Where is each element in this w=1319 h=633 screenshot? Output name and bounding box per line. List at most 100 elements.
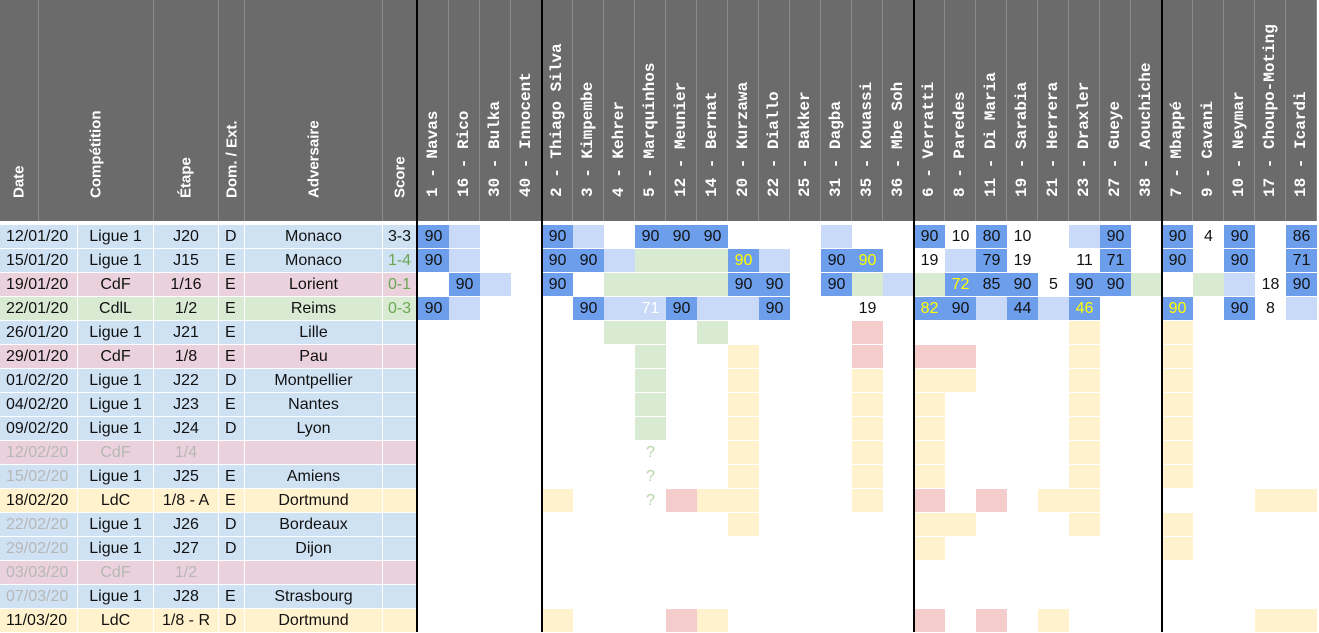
match-stage[interactable]: J22	[154, 369, 219, 393]
match-home-away[interactable]: E	[219, 273, 245, 297]
availability-cell[interactable]	[728, 297, 759, 320]
match-competition[interactable]: Ligue 1	[78, 369, 154, 393]
header-player[interactable]: 3 - Kimpembe	[573, 0, 604, 221]
minutes-cell[interactable]: ?	[646, 467, 655, 485]
availability-cell[interactable]	[635, 273, 666, 296]
header-player[interactable]: 35 - Kouassi	[852, 0, 883, 221]
match-date[interactable]: 03/03/20	[0, 561, 78, 585]
availability-cell[interactable]	[1193, 273, 1224, 296]
match-opponent[interactable]: Nantes	[245, 393, 383, 417]
match-date[interactable]: 01/02/20	[0, 369, 78, 393]
availability-cell[interactable]	[728, 345, 759, 368]
minutes-cell[interactable]: 90	[542, 225, 573, 248]
availability-cell[interactable]	[573, 225, 604, 248]
availability-cell[interactable]	[1224, 273, 1255, 296]
match-competition[interactable]: Ligue 1	[78, 249, 154, 273]
match-competition[interactable]: Ligue 1	[78, 585, 154, 609]
match-competition[interactable]: Ligue 1	[78, 537, 154, 561]
match-score[interactable]	[383, 609, 417, 633]
minutes-cell[interactable]: 90	[666, 297, 697, 320]
header-player[interactable]: 17 - Choupo-Moting	[1255, 0, 1286, 221]
minutes-cell[interactable]: 90	[759, 297, 790, 320]
minutes-cell[interactable]: 90	[1162, 249, 1193, 272]
availability-cell[interactable]	[1286, 489, 1317, 512]
minutes-cell[interactable]: 90	[418, 225, 449, 248]
match-home-away[interactable]: E	[219, 297, 245, 321]
availability-cell[interactable]	[852, 441, 883, 464]
header-player[interactable]: 1 - Navas	[418, 0, 449, 221]
match-home-away[interactable]: D	[219, 369, 245, 393]
availability-cell[interactable]	[635, 417, 666, 440]
minutes-cell[interactable]: 18	[1261, 275, 1280, 293]
match-competition[interactable]: Ligue 1	[78, 513, 154, 537]
header-player[interactable]: 23 - Draxler	[1069, 0, 1100, 221]
match-opponent[interactable]	[245, 441, 383, 465]
availability-cell[interactable]	[1069, 417, 1100, 440]
availability-cell[interactable]	[697, 489, 728, 512]
availability-cell[interactable]	[883, 273, 914, 296]
minutes-cell[interactable]: 19	[858, 299, 877, 317]
availability-cell[interactable]	[852, 417, 883, 440]
availability-cell[interactable]	[1069, 345, 1100, 368]
match-stage[interactable]: 1/16	[154, 273, 219, 297]
availability-cell[interactable]	[449, 297, 480, 320]
availability-cell[interactable]	[914, 441, 945, 464]
availability-cell[interactable]	[1162, 369, 1193, 392]
availability-cell[interactable]	[480, 273, 511, 296]
match-competition[interactable]: CdF	[78, 273, 154, 297]
availability-cell[interactable]	[914, 489, 945, 512]
availability-cell[interactable]	[635, 249, 666, 272]
match-score[interactable]	[383, 465, 417, 489]
availability-cell[interactable]	[914, 345, 945, 368]
availability-cell[interactable]	[604, 321, 635, 344]
minutes-cell[interactable]: 85	[976, 273, 1007, 296]
match-stage[interactable]: 1/8 - A	[154, 489, 219, 513]
minutes-cell[interactable]: 90	[821, 273, 852, 296]
availability-cell[interactable]	[852, 393, 883, 416]
match-competition[interactable]: CdlL	[78, 297, 154, 321]
availability-cell[interactable]	[1038, 609, 1069, 632]
availability-cell[interactable]	[1162, 321, 1193, 344]
match-competition[interactable]: Ligue 1	[78, 225, 154, 249]
availability-cell[interactable]	[1162, 345, 1193, 368]
availability-cell[interactable]	[1038, 489, 1069, 512]
match-opponent[interactable]	[245, 561, 383, 585]
header-player[interactable]: 16 - Rico	[449, 0, 480, 221]
match-home-away[interactable]	[219, 561, 245, 585]
availability-cell[interactable]	[914, 513, 945, 536]
minutes-cell[interactable]: 90	[914, 225, 945, 248]
availability-cell[interactable]	[852, 345, 883, 368]
availability-cell[interactable]	[697, 273, 728, 296]
match-stage[interactable]: J26	[154, 513, 219, 537]
availability-cell[interactable]	[728, 441, 759, 464]
match-date[interactable]: 29/01/20	[0, 345, 78, 369]
availability-cell[interactable]	[1286, 609, 1317, 632]
availability-cell[interactable]	[666, 489, 697, 512]
availability-cell[interactable]	[449, 249, 480, 272]
header-player[interactable]: 4 - Kehrer	[604, 0, 635, 221]
minutes-cell[interactable]: 90	[418, 249, 449, 272]
availability-cell[interactable]	[945, 369, 976, 392]
header-player[interactable]: 19 - Sarabia	[1007, 0, 1038, 221]
availability-cell[interactable]	[1162, 417, 1193, 440]
match-score[interactable]	[383, 513, 417, 537]
availability-cell[interactable]	[635, 345, 666, 368]
availability-cell[interactable]	[697, 249, 728, 272]
availability-cell[interactable]	[914, 537, 945, 560]
minutes-cell[interactable]: 80	[976, 225, 1007, 248]
availability-cell[interactable]	[1162, 513, 1193, 536]
header-player[interactable]: 14 - Bernat	[697, 0, 728, 221]
availability-cell[interactable]	[976, 609, 1007, 632]
minutes-cell[interactable]: ?	[646, 443, 655, 461]
match-home-away[interactable]: D	[219, 417, 245, 441]
availability-cell[interactable]	[1162, 393, 1193, 416]
header-player[interactable]: 21 - Herrera	[1038, 0, 1069, 221]
match-stage[interactable]: 1/4	[154, 441, 219, 465]
availability-cell[interactable]	[635, 321, 666, 344]
availability-cell[interactable]	[666, 249, 697, 272]
minutes-cell[interactable]: 90	[1286, 273, 1317, 296]
availability-cell[interactable]	[1069, 513, 1100, 536]
availability-cell[interactable]	[914, 465, 945, 488]
match-date[interactable]: 18/02/20	[0, 489, 78, 513]
minutes-cell[interactable]: 90	[1162, 297, 1193, 320]
